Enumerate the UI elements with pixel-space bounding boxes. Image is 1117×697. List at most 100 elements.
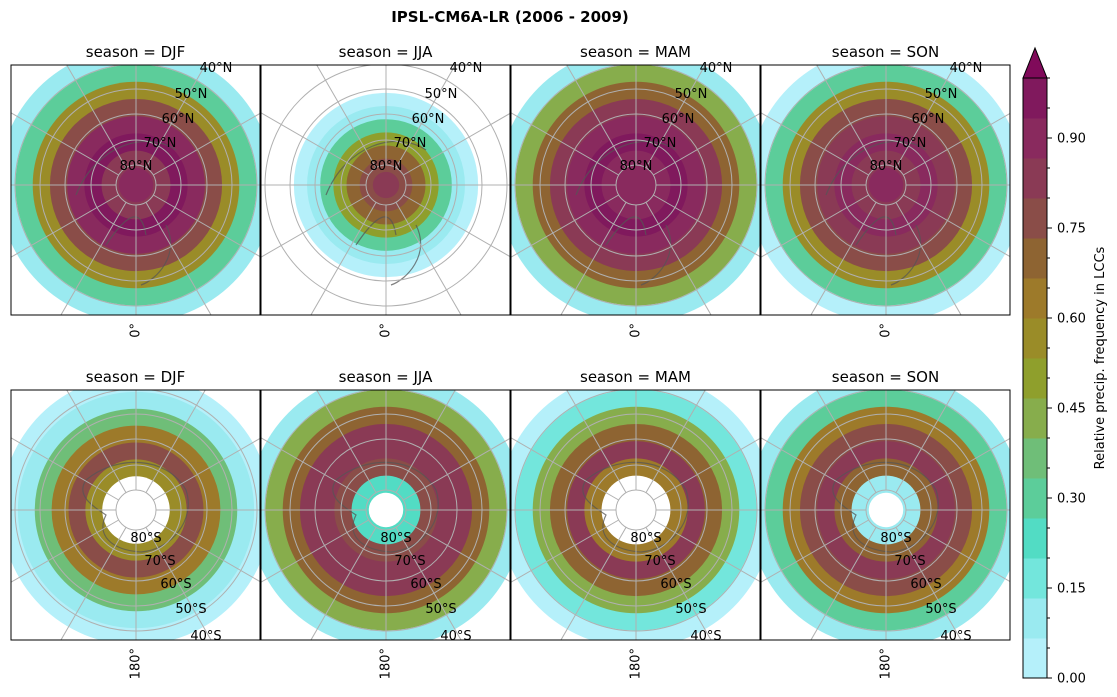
meridian-line: [11, 194, 119, 258]
colorbar-tick-label: 0.30: [1057, 492, 1086, 507]
meridian-line: [145, 390, 206, 493]
latitude-label: 70°S: [144, 554, 175, 569]
data-band: [372, 171, 400, 199]
latitude-label: 70°S: [894, 554, 925, 569]
meridian-line: [895, 390, 956, 493]
latitude-label: 70°S: [644, 554, 675, 569]
latitude-label: 50°N: [175, 87, 208, 102]
meridian-line: [11, 112, 119, 176]
latitude-label: 50°S: [925, 602, 956, 617]
meridian-line: [316, 65, 377, 168]
meridian-line: [153, 437, 260, 501]
meridian-line: [261, 519, 369, 583]
latitude-label: 70°N: [894, 136, 927, 151]
meridian-line: [60, 202, 127, 315]
meridian-line: [403, 194, 510, 258]
data-band: [868, 167, 904, 203]
colorbar: 0.00 0.15 0.30 0.45 0.60 0.75 0.90 Relative pre…: [1022, 46, 1108, 687]
latitude-label: 70°N: [394, 136, 427, 151]
meridian-line: [810, 527, 877, 640]
data-band: [868, 492, 904, 528]
latitude-label: 80°N: [620, 159, 653, 174]
panel-title: season = JJA: [339, 368, 433, 386]
latitude-label: 50°S: [675, 602, 706, 617]
meridian-line: [816, 390, 877, 493]
latitude-label: 80°N: [870, 159, 903, 174]
panel-sh-djf: 80°S 70°S 60°S 50°S 40°S season = DJF 180°: [10, 368, 261, 679]
latitude-label: 60°S: [660, 577, 691, 592]
latitude-label: 50°S: [175, 602, 206, 617]
coastline: [575, 140, 677, 286]
colorbar-segment: [1023, 318, 1047, 359]
meridian-line: [653, 194, 760, 258]
longitude-label: 180°: [629, 648, 644, 679]
panel-nh-mam: 40°N 50°N 60°N 70°N 80°N season = MAM 0°: [510, 43, 761, 338]
latitude-label: 50°S: [425, 602, 456, 617]
latitude-label: 60°N: [662, 112, 695, 127]
panel-title: season = DJF: [86, 368, 185, 386]
latitude-label: 40°S: [940, 629, 971, 644]
latitude-label: 80°S: [880, 531, 911, 546]
panel-title: season = MAM: [580, 43, 691, 61]
meridian-line: [511, 437, 619, 501]
latitude-label: 40°S: [440, 629, 471, 644]
panel-sh-son: 80°S 70°S 60°S 50°S 40°S season = SON 180°: [760, 368, 1011, 679]
meridian-line: [761, 519, 869, 583]
meridian-line: [645, 390, 706, 493]
latitude-label: 80°N: [370, 159, 403, 174]
latitude-label: 40°S: [190, 629, 221, 644]
latitude-label: 40°N: [200, 61, 233, 76]
meridian-line: [653, 519, 760, 583]
meridian-line: [395, 202, 462, 315]
longitude-label: 0°: [879, 323, 894, 338]
data-band: [618, 492, 654, 528]
meridian-line: [560, 527, 627, 640]
meridian-line: [761, 112, 869, 176]
meridian-line: [261, 112, 369, 176]
meridian-line: [895, 65, 956, 168]
meridian-line: [66, 65, 127, 168]
meridian-line: [653, 112, 760, 176]
meridian-line: [395, 65, 456, 168]
meridian-line: [761, 437, 869, 501]
meridian-line: [145, 202, 212, 315]
colorbar-tick-label: 0.15: [1057, 582, 1086, 597]
colorbar-segment: [1023, 638, 1047, 679]
longitude-label: 180°: [379, 648, 394, 679]
coastline: [75, 140, 177, 286]
panel-nh-son: 40°N 50°N 60°N 70°N 80°N season = SON 0°: [760, 43, 1011, 338]
colorbar-segment: [1023, 198, 1047, 239]
meridian-line: [310, 202, 377, 315]
data-band: [119, 493, 153, 527]
colorbar-segment: [1023, 358, 1047, 399]
panel-title: season = MAM: [580, 368, 691, 386]
colorbar-segment: [1023, 558, 1047, 599]
meridian-line: [145, 527, 212, 640]
meridian-line: [816, 65, 877, 168]
panel-title: season = SON: [832, 368, 939, 386]
panel-nh-djf: 40°N 50°N 60°N 70°N 80°N season = DJF 0°: [10, 43, 261, 338]
meridian-line: [66, 390, 127, 493]
meridian-line: [761, 194, 869, 258]
colorbar-label: Relative precip. frequency in LCCs: [1093, 246, 1108, 469]
latitude-label: 40°N: [950, 61, 983, 76]
meridian-line: [903, 194, 1010, 258]
data-band: [118, 167, 154, 203]
meridian-line: [810, 202, 877, 315]
meridian-line: [261, 194, 369, 258]
data-band: [368, 492, 404, 528]
meridian-line: [60, 527, 127, 640]
colorbar-tick-label: 0.75: [1057, 222, 1086, 237]
latitude-label: 40°N: [700, 61, 733, 76]
colorbar-segment: [1023, 438, 1047, 479]
colorbar-segment: [1023, 78, 1047, 119]
latitude-label: 60°N: [412, 112, 445, 127]
meridian-line: [895, 202, 962, 315]
meridian-line: [653, 437, 760, 501]
panel-frame: [260, 389, 511, 641]
meridian-line: [316, 390, 377, 493]
meridian-line: [566, 65, 627, 168]
meridian-line: [645, 202, 712, 315]
map-panels: 40°N 50°N 60°N 70°N 80°N season = DJF 0° 40°N 50…: [10, 43, 1011, 679]
figure-title: IPSL-CM6A-LR (2006 - 2009): [391, 8, 629, 26]
